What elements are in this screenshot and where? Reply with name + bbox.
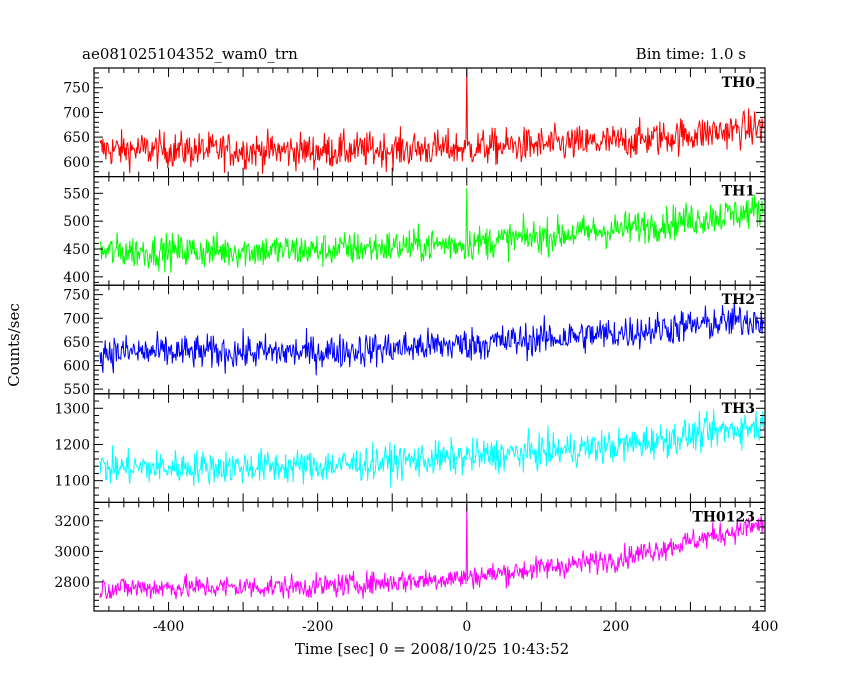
y-tick-label: 750 (63, 81, 90, 97)
y-tick-label: 700 (63, 311, 90, 327)
y-tick-label: 600 (63, 358, 90, 374)
series-line-th2 (99, 302, 764, 376)
panel-label-th0: TH0 (722, 75, 756, 91)
x-axis-label: Time [sec] 0 = 2008/10/25 10:43:52 (294, 640, 570, 658)
y-tick-label: 500 (63, 214, 90, 230)
y-tick-label: 700 (63, 105, 90, 121)
y-tick-label: 550 (63, 382, 90, 398)
y-tick-label: 600 (63, 155, 90, 171)
bin-time-label: Bin time: 1.0 s (635, 45, 746, 63)
y-tick-label: 450 (63, 242, 90, 258)
y-tick-label: 3200 (54, 514, 90, 530)
x-tick-label: -400 (153, 619, 184, 635)
y-tick-label: 2800 (54, 575, 90, 591)
x-tick-label: 200 (603, 619, 630, 635)
y-tick-label: 3000 (54, 544, 90, 560)
x-tick-label: -200 (302, 619, 333, 635)
x-tick-label: 400 (752, 619, 779, 635)
y-tick-label: 400 (63, 270, 90, 286)
x-tick-label: 0 (462, 619, 471, 635)
y-tick-label: 750 (63, 288, 90, 304)
panel-frame-th2 (93, 284, 766, 395)
panel-frame-th0 (93, 67, 766, 178)
panel-frame-th3 (93, 393, 766, 503)
series-line-th0123 (99, 503, 764, 600)
plot-title: ae081025104352_wam0_trn (82, 45, 298, 63)
y-tick-label: 1200 (54, 437, 90, 453)
panel-label-th1: TH1 (722, 184, 755, 200)
y-tick-label: 1100 (54, 474, 90, 490)
panel-label-th0123: TH0123 (692, 509, 755, 525)
y-tick-label: 650 (63, 130, 90, 146)
panel-label-th2: TH2 (722, 292, 755, 308)
series-line-th1 (99, 187, 764, 273)
y-axis-label: Counts/sec (5, 303, 23, 387)
series-line-th3 (99, 409, 764, 488)
y-tick-label: 650 (63, 335, 90, 351)
y-tick-label: 550 (63, 186, 90, 202)
panel-label-th3: TH3 (722, 401, 755, 417)
y-tick-label: 1300 (54, 401, 90, 417)
panel-frame-th0123 (93, 501, 766, 612)
series-line-th0 (99, 68, 764, 174)
